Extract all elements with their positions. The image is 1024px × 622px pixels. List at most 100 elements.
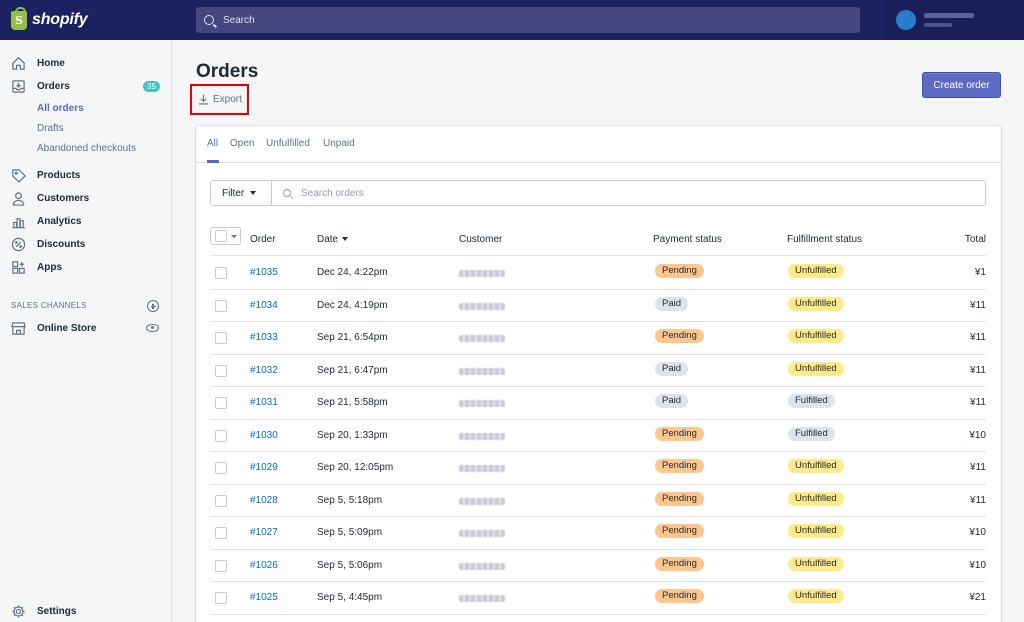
sidebar-item-discounts[interactable]: Discounts [0, 234, 172, 254]
sidebar-item-settings[interactable]: Settings [0, 601, 172, 621]
tab-open[interactable]: Open [230, 138, 255, 149]
order-total: ¥11 [970, 397, 986, 408]
table-row[interactable]: #1033 Sep 21, 6:54pm Pending Unfulfilled ¥11 [210, 322, 986, 355]
payment-status-badge: Pending [655, 524, 704, 538]
order-date: Dec 24, 4:19pm [317, 299, 388, 311]
sidebar-item-online-store[interactable]: Online Store [0, 318, 172, 338]
payment-status-badge: Pending [655, 589, 704, 603]
payment-status-badge: Paid [655, 296, 689, 311]
fulfillment-status-badge: Unfulfilled [788, 329, 844, 343]
fulfillment-status-badge: Unfulfilled [788, 556, 844, 571]
customer-name-blurred [459, 465, 505, 472]
row-checkbox[interactable] [215, 527, 227, 539]
table-row[interactable]: #1032 Sep 21, 6:47pm Paid Unfulfilled ¥11 [210, 355, 986, 387]
export-button[interactable]: Export [198, 94, 242, 105]
column-date[interactable]: Date [317, 234, 349, 245]
table-row[interactable]: #1028 Sep 5, 5:18pm Pending Unfulfilled ¥11 [210, 485, 986, 517]
row-checkbox[interactable] [215, 299, 227, 312]
sidebar-item-home[interactable]: Home [0, 53, 172, 73]
column-order[interactable]: Order [250, 234, 276, 245]
global-search-input[interactable]: Search [196, 7, 860, 33]
create-order-button[interactable]: Create order [922, 72, 1001, 98]
row-checkbox[interactable] [215, 332, 227, 344]
order-number-link[interactable]: #1029 [250, 462, 278, 473]
user-name-blurred [924, 13, 974, 27]
row-checkbox[interactable] [215, 397, 227, 409]
order-total: ¥11 [970, 462, 986, 473]
store-icon [11, 321, 26, 336]
bar-chart-icon [11, 214, 26, 229]
table-row[interactable]: #1029 Sep 20, 12:05pm Pending Unfulfilled ¥1… [210, 452, 986, 485]
sidebar-item-products[interactable]: Products [0, 165, 172, 185]
order-number-link[interactable]: #1030 [250, 429, 278, 441]
row-checkbox[interactable] [215, 494, 227, 507]
order-date: Sep 21, 6:47pm [317, 364, 388, 376]
table-row[interactable]: #1030 Sep 20, 1:33pm Pending Fulfilled ¥10 [210, 420, 986, 452]
payment-status-badge: Pending [655, 426, 704, 441]
fulfillment-status-badge: Unfulfilled [788, 264, 844, 278]
view-store-eye-icon[interactable] [146, 324, 159, 332]
order-number-link[interactable]: #1028 [250, 494, 278, 506]
order-number-link[interactable]: #1031 [250, 397, 278, 408]
order-number-link[interactable]: #1034 [250, 299, 278, 311]
table-row[interactable]: #1035 Dec 24, 4:22pm Pending Unfulfilled ¥1 [210, 257, 986, 290]
order-total: ¥10 [969, 429, 986, 441]
gear-icon [11, 604, 26, 619]
row-checkbox[interactable] [215, 429, 227, 442]
sidebar-item-label: Home [37, 57, 65, 69]
sidebar-item-apps[interactable]: Apps [0, 257, 172, 277]
shopify-logo[interactable]: shopify [0, 0, 172, 40]
tab-unfulfilled[interactable]: Unfulfilled [266, 138, 310, 149]
customer-name-blurred [459, 595, 505, 602]
customer-name-blurred [459, 400, 505, 407]
order-number-link[interactable]: #1027 [250, 527, 278, 538]
row-checkbox[interactable] [215, 559, 227, 572]
filter-button[interactable]: Filter [211, 181, 272, 205]
order-number-link[interactable]: #1033 [250, 332, 278, 343]
column-customer: Customer [459, 234, 503, 245]
select-all-checkbox[interactable] [210, 227, 241, 245]
row-checkbox[interactable] [215, 364, 227, 377]
tab-all[interactable]: All [207, 138, 219, 149]
page-title: Orders [196, 61, 259, 82]
orders-count-badge: 35 [143, 81, 160, 92]
sidebar-subitem-drafts[interactable]: Drafts [37, 123, 64, 134]
sidebar-item-label: Orders [37, 80, 70, 92]
sidebar-item-analytics[interactable]: Analytics [0, 211, 172, 231]
sidebar-item-orders[interactable]: Orders 35 [0, 76, 172, 96]
table-row[interactable]: #1027 Sep 5, 5:09pm Pending Unfulfilled ¥10 [210, 517, 986, 550]
user-menu[interactable] [884, 0, 1024, 40]
home-icon [11, 56, 26, 71]
order-tabs: All Open Unfulfilled Unpaid [196, 126, 1001, 163]
tab-unpaid[interactable]: Unpaid [323, 138, 355, 149]
order-number-link[interactable]: #1026 [250, 559, 278, 571]
export-label: Export [213, 94, 242, 105]
row-checkbox[interactable] [215, 462, 227, 474]
table-row[interactable]: #1025 Sep 5, 4:45pm Pending Unfulfilled ¥21 [210, 582, 986, 615]
sidebar-item-label: Products [37, 169, 81, 181]
add-sales-channel-icon[interactable] [147, 300, 159, 312]
discount-icon [11, 237, 26, 252]
brand-name: shopify [32, 11, 88, 28]
fulfillment-status-badge: Unfulfilled [788, 491, 844, 506]
table-row[interactable]: #1034 Dec 24, 4:19pm Paid Unfulfilled ¥11 [210, 290, 986, 322]
payment-status-badge: Pending [655, 459, 704, 473]
order-date: Sep 20, 12:05pm [317, 462, 394, 473]
order-date: Sep 21, 5:58pm [317, 397, 388, 408]
order-total: ¥10 [969, 559, 986, 571]
payment-status-badge: Pending [655, 556, 704, 571]
table-row[interactable]: #1026 Sep 5, 5:06pm Pending Unfulfilled ¥10 [210, 550, 986, 582]
order-number-link[interactable]: #1035 [250, 267, 278, 278]
order-number-link[interactable]: #1032 [250, 364, 278, 376]
search-orders-input[interactable]: Search orders [283, 181, 364, 205]
sidebar-subitem-all-orders[interactable]: All orders [37, 103, 84, 114]
order-total: ¥11 [970, 299, 986, 311]
sidebar-subitem-abandoned-checkouts[interactable]: Abandoned checkouts [37, 143, 136, 154]
row-checkbox[interactable] [215, 267, 227, 279]
row-checkbox[interactable] [215, 592, 227, 604]
table-row[interactable]: #1031 Sep 21, 5:58pm Paid Fulfilled ¥11 [210, 387, 986, 420]
sidebar-item-customers[interactable]: Customers [0, 188, 172, 208]
chevron-down-icon [231, 234, 237, 238]
sidebar: Home Orders 35 All orders Drafts Abandon… [0, 40, 172, 622]
order-number-link[interactable]: #1025 [250, 592, 278, 603]
